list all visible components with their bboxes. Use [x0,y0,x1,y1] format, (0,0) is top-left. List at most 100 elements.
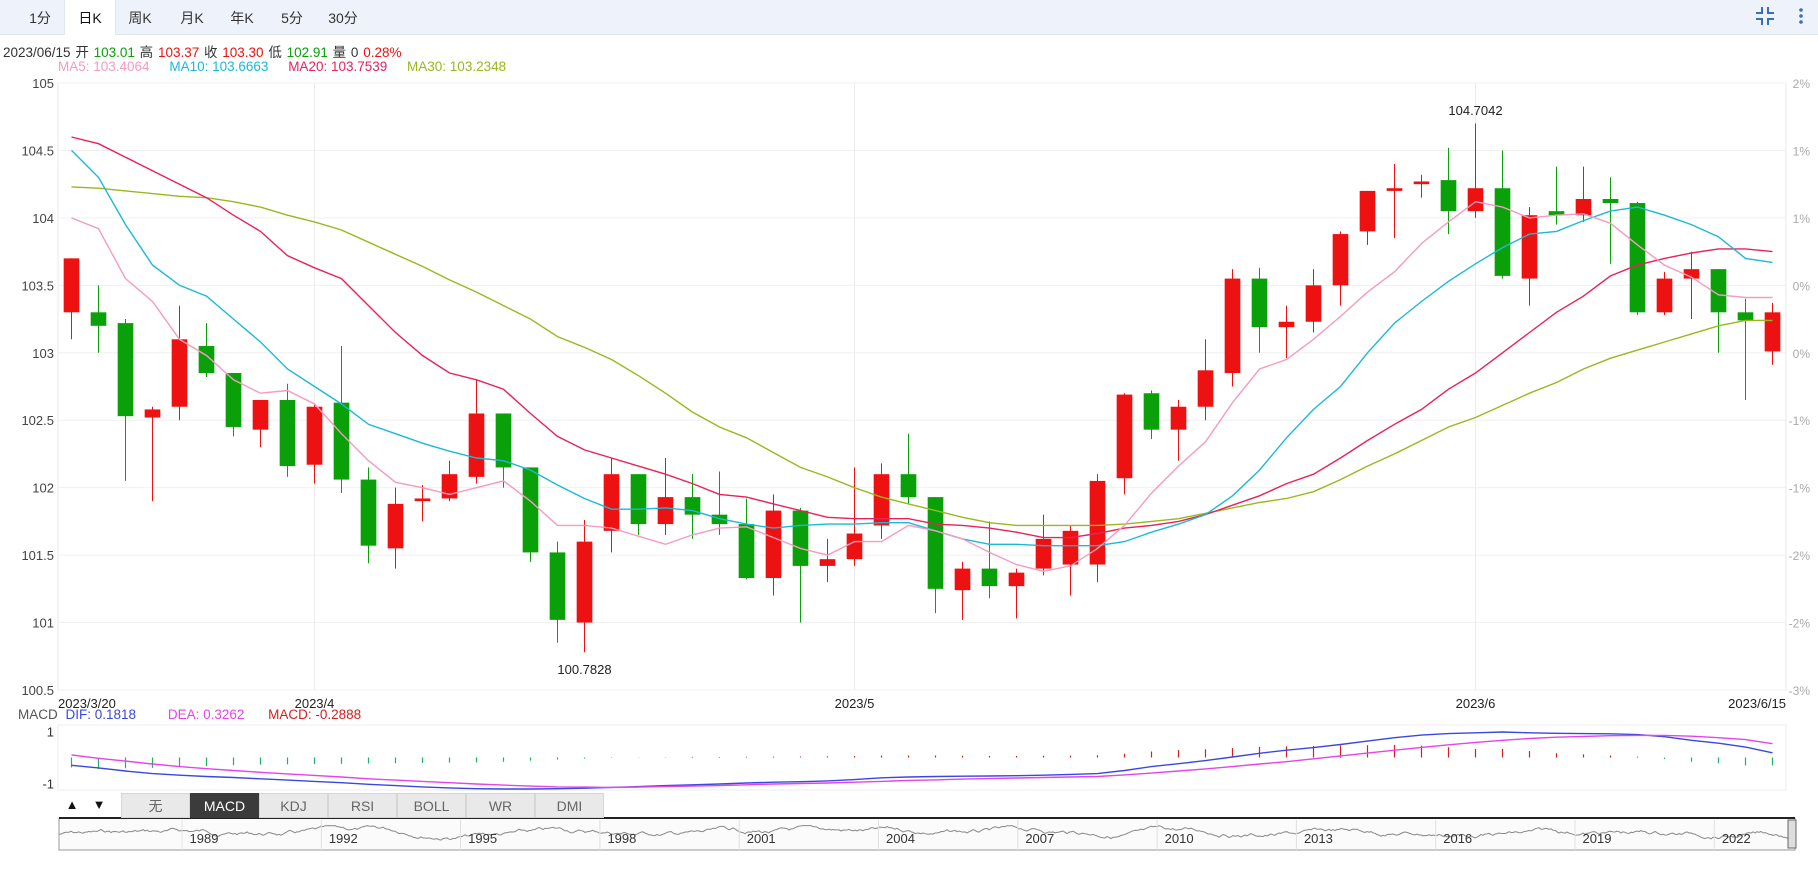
candle-body [1386,188,1403,191]
candle-body [1710,269,1727,313]
y-tick-label: 105 [32,76,54,91]
macd-value-legend: MACD: -0.2888 [268,707,362,722]
indicator-tab-macd[interactable]: MACD [190,793,259,818]
ohlc-info: 2023/06/15 开 103.01 高 103.37 收 103.30 低 … [3,41,402,61]
y-tick-label: 102 [32,481,54,496]
candle-body [333,402,350,480]
x-axis-label: 2023/5 [835,696,875,711]
macd-tick-label: -1 [42,777,54,792]
candle-body [684,497,701,515]
ma20-line [71,136,1773,539]
open-label: 开 [75,45,89,60]
pct-tick-label: -1% [1789,482,1811,496]
pct-tick-label: -1% [1789,414,1811,428]
candle-body [981,568,998,587]
volume-value: 0 [350,45,359,60]
ma10-line [71,149,1773,547]
candle-body [387,503,404,549]
candle-body [522,467,539,553]
indicator-tab-kdj[interactable]: KDJ [259,793,328,818]
more-options-icon[interactable] [1796,5,1806,27]
x-axis-label: 2023/6/15 [1728,696,1786,711]
navigator-year-label: 2016 [1443,831,1472,846]
tab-weekly-k[interactable]: 周K [128,10,152,26]
pct-tick-label: 2% [1793,77,1811,91]
navigator-year-label: 2007 [1025,831,1054,846]
y-tick-label: 101.5 [21,548,54,563]
indicator-tab-rsi[interactable]: RSI [328,793,397,818]
ma20-legend: MA20: 103.7539 [288,59,388,74]
annotation-label: 100.7828 [557,662,611,677]
tab-5min[interactable]: 5分 [281,10,303,26]
candle-body [630,474,647,525]
tab-1min[interactable]: 1分 [29,10,51,26]
low-value: 102.91 [286,45,328,60]
candle-body [1197,370,1214,407]
candle-body [1440,180,1457,212]
tab-yearly-k[interactable]: 年K [230,10,254,26]
candle-body [1305,285,1322,322]
candle-body [1359,190,1376,232]
candle-body [1170,406,1187,430]
y-tick-label: 104.5 [21,143,54,158]
y-tick-label: 104 [32,211,54,226]
dif-line [71,731,1773,790]
candle-body [576,541,593,623]
candle-body [63,258,80,313]
macd-legend-label: MACD [18,707,58,722]
candle-body [1278,321,1295,328]
candle-body [306,406,323,465]
candle-body [468,413,485,477]
indicator-tab-none[interactable]: 无 [121,793,190,818]
high-value: 103.37 [157,45,200,60]
candle-body [657,497,674,525]
pct-tick-label: 0% [1793,279,1811,293]
candle-body [360,479,377,546]
navigator-year-label: 2022 [1722,831,1751,846]
macd-tick-label: 1 [47,725,54,740]
indicator-tab-dmi[interactable]: DMI [535,793,604,818]
ma30-legend: MA30: 103.2348 [407,59,507,74]
indicator-down-button[interactable]: ▼ [92,797,106,812]
pct-tick-label: -2% [1789,617,1811,631]
candle-body [441,474,458,499]
candle-body [1062,530,1079,565]
candle-body [225,373,242,427]
pct-tick-label: 0% [1793,347,1811,361]
navigator-year-label: 1998 [607,831,636,846]
candle-body [1332,234,1349,286]
tab-monthly-k[interactable]: 月K [180,10,204,26]
candle-body [1413,181,1430,185]
collapse-fullscreen-icon[interactable] [1754,5,1776,27]
candle-body [414,498,431,502]
candle-body [1143,393,1160,430]
navigator-year-label: 1992 [329,831,358,846]
navigator-year-label: 2019 [1583,831,1612,846]
candle-body [1008,572,1025,587]
open-value: 103.01 [93,45,135,60]
pct-tick-label: 1% [1793,144,1811,158]
indicator-tab-boll[interactable]: BOLL [397,793,466,818]
navigator-year-label: 1989 [190,831,219,846]
candle-body [144,409,161,418]
indicator-tab-wr[interactable]: WR [466,793,535,818]
indicator-up-button[interactable]: ▲ [65,797,79,812]
candle-body [873,474,890,526]
y-tick-label: 103.5 [21,278,54,293]
candle-body [1251,278,1268,328]
ma-legend: MA5: 103.4064 MA10: 103.6663 MA20: 103.7… [58,59,522,74]
navigator-range-handle[interactable] [1787,819,1797,849]
navigator-year-label: 2001 [747,831,776,846]
tab-30min[interactable]: 30分 [328,10,358,26]
candle-body [90,312,107,326]
y-tick-label: 100.5 [21,683,54,698]
candle-body [1467,188,1484,212]
ma10-legend: MA10: 103.6663 [169,59,269,74]
tab-daily-k[interactable]: 日K [64,0,116,35]
candle-body [279,399,296,467]
annotation-label: 104.7042 [1448,103,1502,118]
candle-body [1656,278,1673,313]
candle-body [1629,203,1646,313]
navigator-year-label: 2004 [886,831,915,846]
